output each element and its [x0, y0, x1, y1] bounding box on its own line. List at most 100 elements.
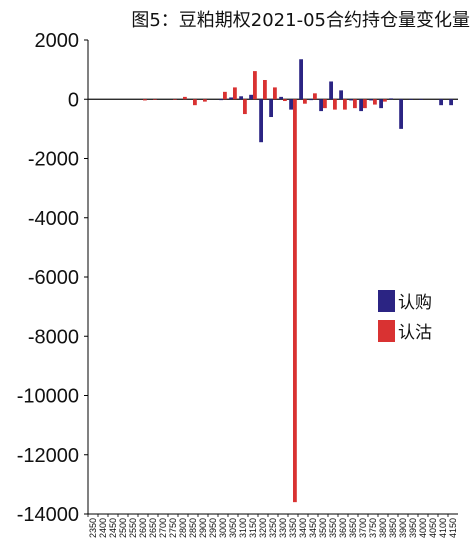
bar-call-3750 — [369, 99, 373, 101]
x-tick-label: 3900 — [398, 518, 408, 538]
y-tick-label: 2000 — [35, 30, 80, 52]
x-tick-label: 2700 — [158, 518, 168, 538]
bar-put-3550 — [333, 99, 337, 110]
bar-call-3700 — [359, 99, 363, 112]
x-tick-label: 3450 — [308, 518, 318, 538]
x-axis-ticks: 2350 2400 2450 2500 2550 2600 2650 2700 2750 2800… — [87, 514, 458, 538]
y-tick-label: -2000 — [28, 149, 79, 171]
x-tick-label: 3700 — [358, 518, 368, 538]
bar-put-2800 — [183, 96, 187, 100]
bar-put-3450 — [313, 93, 317, 100]
bar-call-4000 — [419, 99, 423, 100]
bar-call-4100 — [439, 99, 443, 106]
x-tick-label: 3350 — [288, 518, 298, 538]
bar-call-3150 — [249, 94, 253, 100]
bar-put-3750 — [373, 99, 377, 105]
x-tick-label: 2550 — [128, 518, 138, 538]
y-tick-label: -8000 — [28, 326, 79, 348]
bar-call-3550 — [329, 81, 333, 100]
legend-label-put: 认沽 — [398, 323, 432, 343]
bar-put-2600 — [143, 99, 147, 101]
bar-put-3600 — [343, 99, 347, 110]
x-tick-label: 2400 — [98, 518, 108, 538]
bar-put-3800 — [383, 99, 387, 102]
chart-bars — [143, 59, 453, 503]
x-tick-label: 4000 — [418, 518, 428, 538]
bar-put-2900 — [203, 99, 207, 102]
bar-call-3600 — [339, 90, 343, 100]
x-tick-label: 4100 — [438, 518, 448, 538]
x-tick-label: 2600 — [138, 518, 148, 538]
y-tick-label: 0 — [68, 89, 79, 111]
y-tick-label: -14000 — [17, 504, 79, 526]
bar-put-3200 — [263, 79, 267, 100]
x-tick-label: 3400 — [298, 518, 308, 538]
x-tick-label: 2500 — [118, 518, 128, 538]
x-tick-label: 3550 — [328, 518, 338, 538]
bar-put-2850 — [193, 99, 197, 106]
legend-swatch-put — [378, 320, 395, 342]
x-tick-label: 3050 — [228, 518, 238, 538]
y-tick-label: -10000 — [17, 386, 79, 408]
x-tick-label: 3250 — [268, 518, 278, 538]
bar-put-3150 — [253, 71, 257, 100]
y-axis-ticks: 2000 0 -2000 -4000 -6000 -8000 -10000 -12000 -14… — [17, 30, 88, 526]
bar-call-3450 — [309, 99, 313, 101]
x-tick-label: 2450 — [108, 518, 118, 538]
bar-put-3050 — [233, 87, 237, 100]
bar-call-3000 — [219, 99, 223, 101]
x-tick-label: 3850 — [388, 518, 398, 538]
x-tick-label: 3300 — [278, 518, 288, 538]
y-tick-label: -6000 — [28, 267, 79, 289]
y-tick-label: -12000 — [17, 445, 79, 467]
bar-call-4150 — [449, 99, 453, 106]
y-tick-label: -4000 — [28, 208, 79, 230]
bar-put-3650 — [353, 99, 357, 109]
x-tick-label: 2950 — [208, 518, 218, 538]
x-tick-label: 3200 — [258, 518, 268, 538]
bar-call-3650 — [349, 99, 353, 101]
x-tick-label: 3600 — [338, 518, 348, 538]
x-tick-label: 2650 — [148, 518, 158, 538]
bar-put-3400 — [303, 99, 307, 104]
x-tick-label: 3150 — [248, 518, 258, 538]
bar-call-3050 — [229, 97, 233, 100]
bar-put-2750 — [173, 99, 177, 100]
bar-call-3850 — [389, 98, 393, 100]
bar-put-2650 — [153, 99, 157, 100]
bar-call-3500 — [319, 99, 323, 112]
bar-put-3300 — [283, 99, 287, 102]
chart-title: 图5：豆粕期权2021-05合约持仓量变化量 — [131, 10, 470, 31]
bar-put-3700 — [363, 99, 367, 109]
bar-call-3900 — [399, 99, 403, 129]
x-tick-label: 2900 — [198, 518, 208, 538]
bar-call-3950 — [409, 99, 413, 100]
bar-call-3250 — [269, 99, 273, 118]
x-tick-label: 3800 — [378, 518, 388, 538]
x-tick-label: 3950 — [408, 518, 418, 538]
bar-put-3250 — [273, 87, 277, 100]
bar-put-3100 — [243, 99, 247, 115]
x-tick-label: 3650 — [348, 518, 358, 538]
x-tick-label: 4150 — [448, 518, 458, 538]
legend-swatch-call — [378, 290, 395, 312]
bar-call-3200 — [259, 99, 263, 143]
bar-put-3350 — [293, 99, 297, 503]
bar-call-3100 — [239, 96, 243, 100]
x-tick-label: 4050 — [428, 518, 438, 538]
bar-put-3500 — [323, 99, 327, 109]
bar-put-3000 — [223, 91, 227, 100]
bar-call-3350 — [289, 99, 293, 110]
x-tick-label: 3100 — [238, 518, 248, 538]
x-tick-label: 3750 — [368, 518, 378, 538]
x-tick-label: 2800 — [178, 518, 188, 538]
x-tick-label: 2350 — [88, 518, 98, 538]
x-tick-label: 2850 — [188, 518, 198, 538]
legend-label-call: 认购 — [398, 293, 432, 313]
x-tick-label: 3000 — [218, 518, 228, 538]
x-tick-label: 3500 — [318, 518, 328, 538]
bar-call-3800 — [379, 99, 383, 109]
x-tick-label: 2750 — [168, 518, 178, 538]
